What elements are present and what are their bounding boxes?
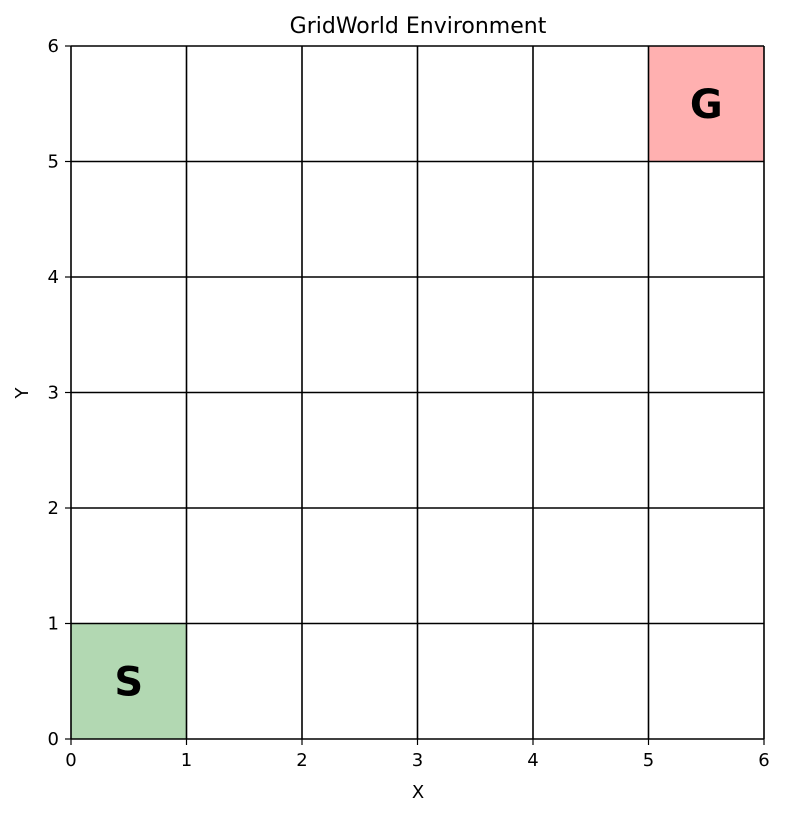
start-cell [71,623,187,739]
y-axis-label: Y [12,387,33,400]
goal-cell-label: G [690,82,723,128]
y-tick-label: 5 [48,152,59,173]
y-tick-label: 3 [48,383,59,404]
y-tick-label: 1 [48,614,59,635]
cell-labels-layer: SG [114,82,722,706]
x-tick-label: 3 [412,750,423,771]
y-tick-label: 4 [48,267,59,288]
x-tick-label: 0 [65,750,76,771]
plot-area: SG [70,45,765,740]
y-tick-label: 2 [48,498,59,519]
x-axis-label: X [412,782,424,803]
x-tick-label: 6 [758,750,769,771]
x-tick-label: 4 [527,750,538,771]
x-tick-label: 5 [643,750,654,771]
chart-title: GridWorld Environment [290,14,547,39]
start-cell-label: S [114,659,143,705]
x-tick-label: 1 [181,750,192,771]
y-tick-label: 0 [48,729,59,750]
x-tick-label: 2 [296,750,307,771]
x-axis: 0 1 2 3 4 5 6 [65,739,770,771]
y-axis: 0 1 2 3 4 5 6 [48,36,71,750]
special-cells-layer [71,46,764,739]
goal-cell [648,46,764,162]
y-tick-label: 6 [48,36,59,57]
